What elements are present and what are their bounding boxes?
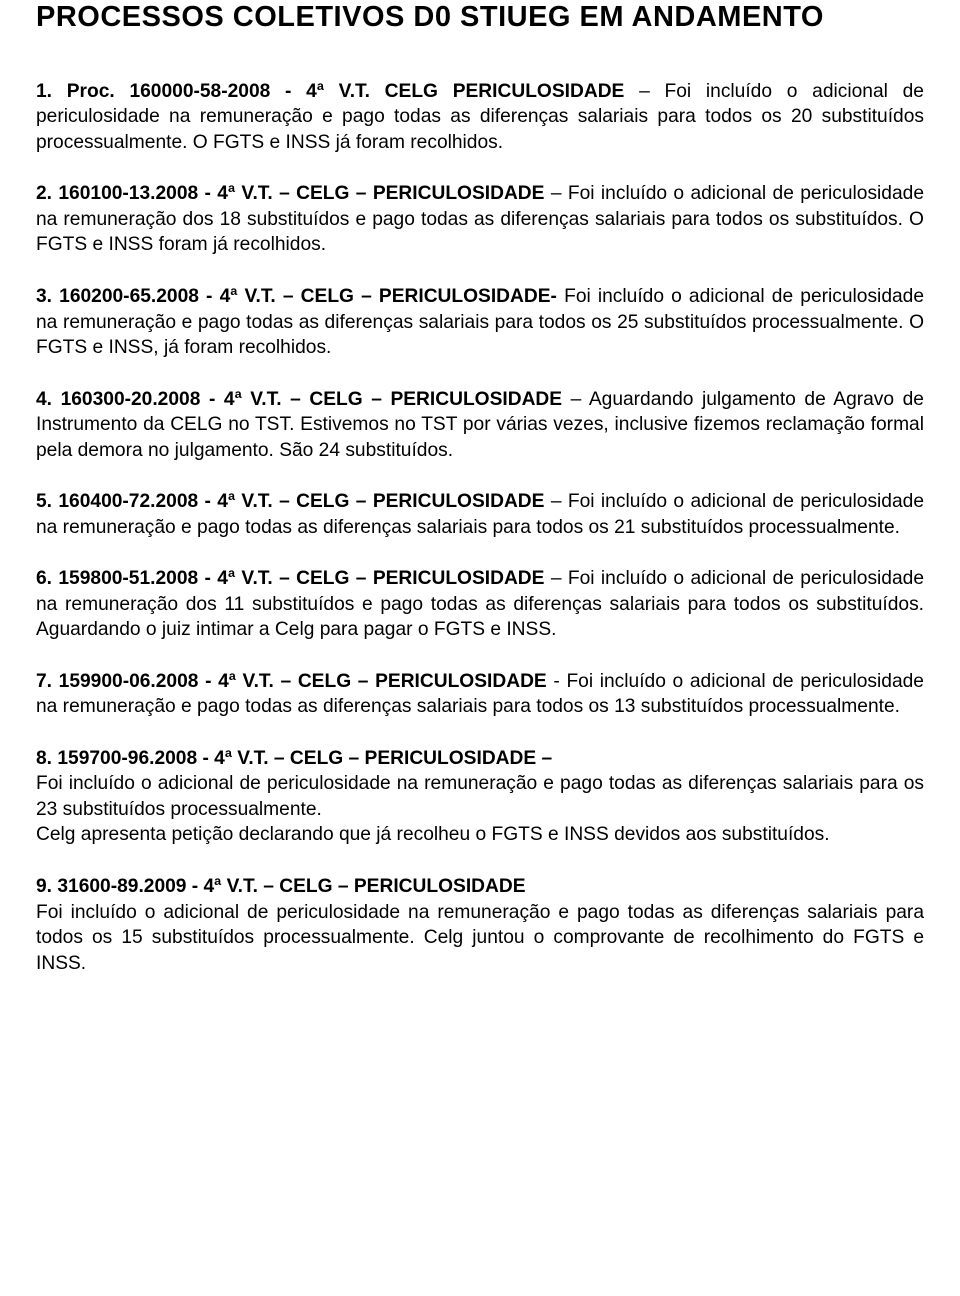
separator: –: [551, 491, 568, 512]
process-item-9: 9. 31600-89.2009 - 4ª V.T. – CELG – PERI…: [36, 874, 924, 976]
process-item-6: 6. 159800-51.2008 - 4ª V.T. – CELG – PER…: [36, 566, 924, 643]
process-body-line-1: Foi incluído o adicional de periculosida…: [36, 900, 924, 977]
item-number: 3.: [36, 286, 52, 307]
item-number: 9.: [36, 876, 52, 897]
item-number: 7.: [36, 671, 52, 692]
process-item-1: 1. Proc. 160000-58-2008 - 4ª V.T. CELG P…: [36, 79, 924, 156]
item-number: 2.: [36, 183, 52, 204]
item-number: 5.: [36, 491, 52, 512]
item-number: 6.: [36, 568, 52, 589]
process-heading: 159700-96.2008 - 4ª V.T. – CELG – PERICU…: [57, 748, 552, 769]
item-number: 1.: [36, 81, 52, 102]
separator: –: [571, 389, 589, 410]
process-item-8: 8. 159700-96.2008 - 4ª V.T. – CELG – PER…: [36, 746, 924, 848]
page-title: PROCESSOS COLETIVOS D0 STIUEG EM ANDAMEN…: [36, 0, 924, 35]
item-number: 8.: [36, 748, 52, 769]
process-heading: 31600-89.2009 - 4ª V.T. – CELG – PERICUL…: [57, 876, 525, 897]
process-heading: 160200-65.2008 - 4ª V.T. – CELG – PERICU…: [59, 286, 557, 307]
separator: -: [553, 671, 566, 692]
process-heading: 159900-06.2008 - 4ª V.T. – CELG – PERICU…: [59, 671, 547, 692]
process-item-4: 4. 160300-20.2008 - 4ª V.T. – CELG – PER…: [36, 387, 924, 464]
item-number: 4.: [36, 389, 52, 410]
process-heading: 160400-72.2008 - 4ª V.T. – CELG – PERICU…: [58, 491, 544, 512]
process-item-2: 2. 160100-13.2008 - 4ª V.T. – CELG – PER…: [36, 181, 924, 258]
process-body-line-2: Celg apresenta petição declarando que já…: [36, 822, 924, 848]
separator: –: [639, 81, 664, 102]
process-item-7: 7. 159900-06.2008 - 4ª V.T. – CELG – PER…: [36, 669, 924, 720]
separator: –: [551, 183, 568, 204]
process-heading: 160300-20.2008 - 4ª V.T. – CELG – PERICU…: [61, 389, 563, 410]
process-body-line-1: Foi incluído o adicional de periculosida…: [36, 771, 924, 822]
process-heading: 159800-51.2008 - 4ª V.T. – CELG – PERICU…: [58, 568, 544, 589]
process-heading: 160100-13.2008 - 4ª V.T. – CELG – PERICU…: [58, 183, 544, 204]
separator: –: [551, 568, 568, 589]
process-heading: Proc. 160000-58-2008 - 4ª V.T. CELG PERI…: [67, 81, 625, 102]
process-item-5: 5. 160400-72.2008 - 4ª V.T. – CELG – PER…: [36, 489, 924, 540]
process-item-3: 3. 160200-65.2008 - 4ª V.T. – CELG – PER…: [36, 284, 924, 361]
